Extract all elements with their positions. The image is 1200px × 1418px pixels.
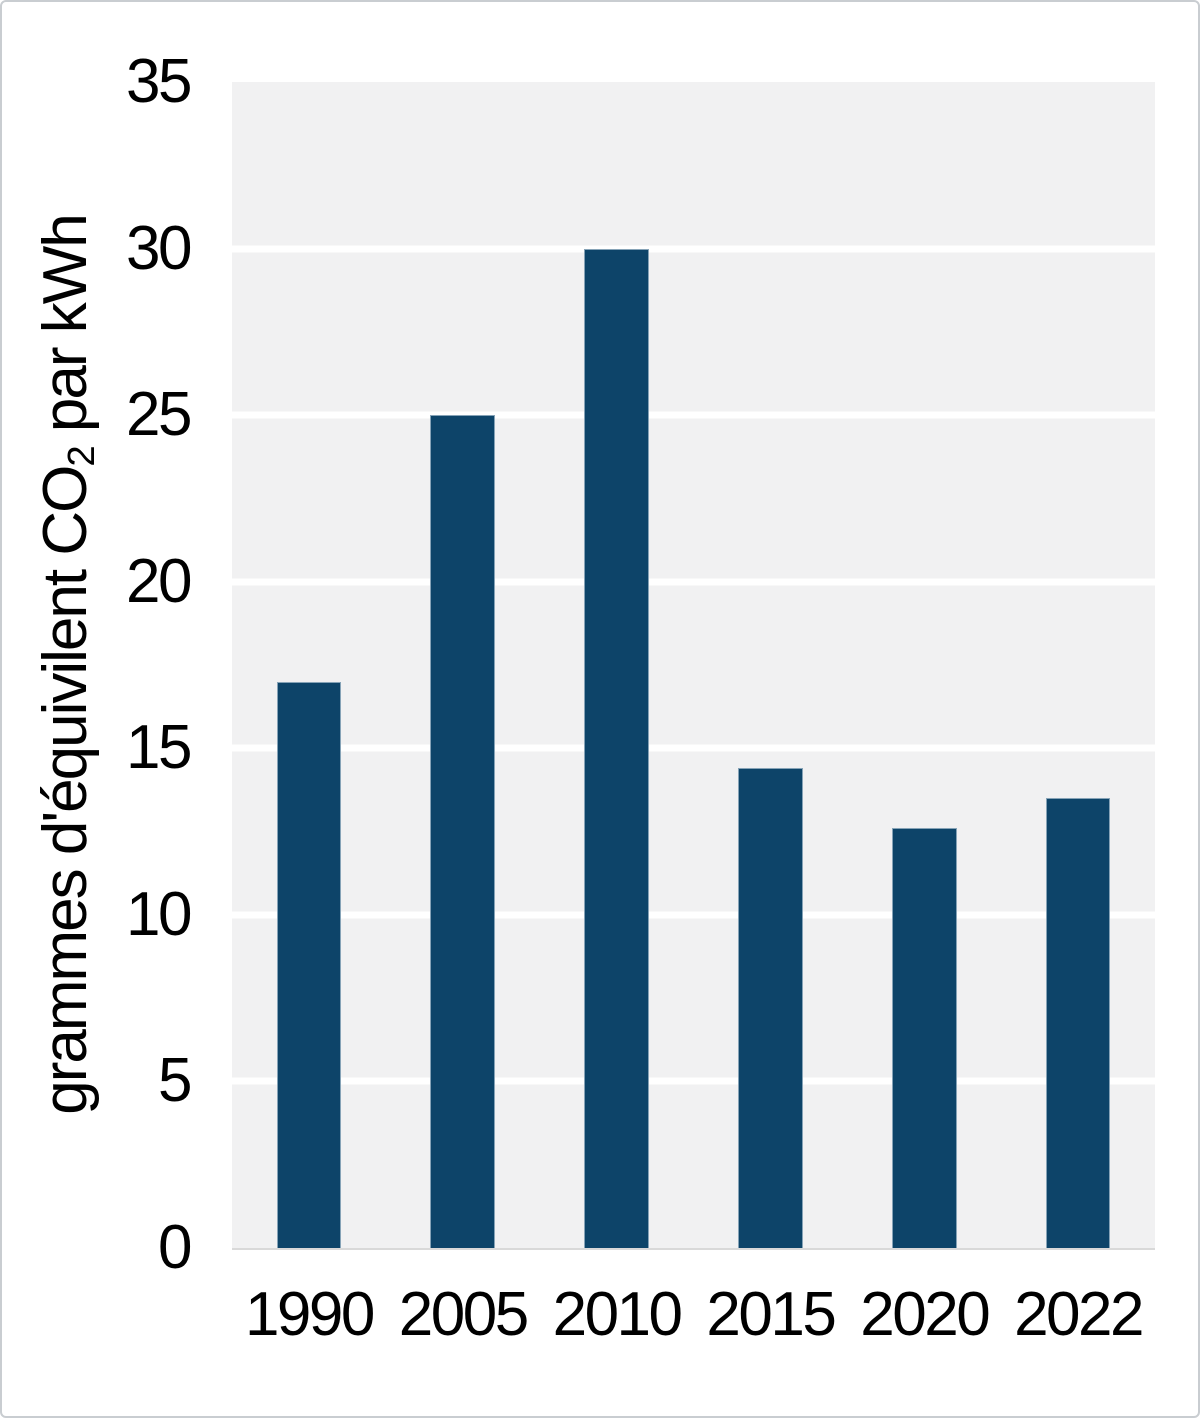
bar-slot-2020	[847, 82, 1001, 1248]
gridline-10	[232, 911, 1155, 919]
x-tick-label-1990: 1990	[244, 1280, 375, 1349]
y-tick-label-0: 0	[158, 1213, 192, 1282]
y-tick-label-35: 35	[126, 47, 192, 116]
x-tick-label-2020: 2020	[860, 1280, 990, 1349]
y-tick-label-15: 15	[126, 713, 192, 783]
bar-slot-1990	[232, 82, 386, 1248]
y-tick-label-5: 5	[158, 1046, 192, 1116]
x-tick-label-2010: 2010	[552, 1280, 683, 1349]
bar-slot-2010	[540, 82, 694, 1248]
y-axis: 0 5 10 15 20 25 30 35	[2, 51, 192, 1279]
gridline-20	[232, 578, 1155, 586]
gridline-15	[232, 744, 1155, 752]
bar-series	[232, 82, 1155, 1248]
x-tick-label-2015: 2015	[706, 1280, 836, 1349]
x-axis-line	[232, 1248, 1155, 1250]
bar-2022	[1045, 798, 1111, 1248]
bar-2020	[891, 828, 957, 1248]
bar-1990	[276, 681, 342, 1248]
y-tick-label-20: 20	[126, 546, 192, 616]
bar-2005	[430, 415, 496, 1248]
bar-2010	[584, 248, 649, 1248]
y-tick-label-10: 10	[126, 879, 192, 949]
bar-2015	[738, 768, 803, 1248]
x-axis: 1990 2005 2010 2015 2020 2022	[232, 1280, 1155, 1350]
plot-area	[232, 82, 1155, 1250]
x-tick-label-2005: 2005	[398, 1280, 529, 1349]
y-tick-label-25: 25	[126, 380, 192, 450]
bar-slot-2015	[693, 82, 847, 1248]
gridline-5	[232, 1077, 1155, 1085]
bar-slot-2005	[386, 82, 540, 1248]
gridline-30	[232, 245, 1155, 253]
bar-slot-2022	[1001, 82, 1155, 1248]
y-tick-label-30: 30	[126, 213, 192, 283]
x-tick-label-2022: 2022	[1014, 1280, 1144, 1349]
gridline-25	[232, 411, 1155, 419]
